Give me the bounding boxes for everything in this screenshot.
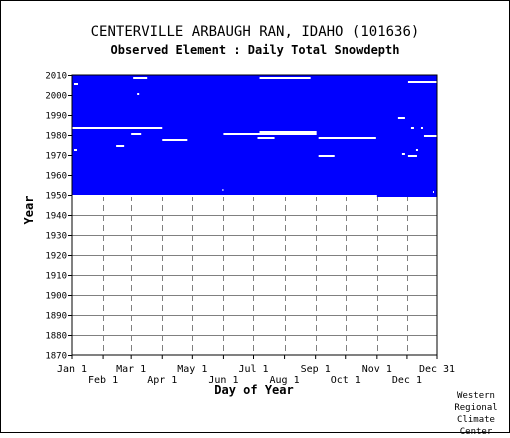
missing-data-gap [397, 117, 405, 119]
x-tick-label: Jun 1 [208, 375, 238, 386]
missing-data-gap [259, 77, 311, 79]
y-tick-label: 1950 [45, 192, 67, 202]
missing-data-gap [401, 153, 405, 155]
x-axis-label: Day of Year [214, 383, 293, 397]
x-tick-label: May 1 [177, 364, 207, 375]
missing-data-gap [432, 191, 434, 193]
x-tick-label: Oct 1 [331, 375, 361, 386]
x-tick-label: Mar 1 [116, 364, 146, 375]
missing-data-gap [318, 137, 376, 139]
missing-data-gap [407, 81, 437, 83]
y-tick-label: 1910 [45, 272, 67, 282]
x-tick-label: Jul 1 [238, 364, 268, 375]
tick-layer: 1870 1880 1890 1900 1910 1920 1930 1940 1950 1960… [45, 72, 455, 387]
y-tick-label: 1920 [45, 252, 67, 262]
y-tick-label: 2010 [45, 72, 67, 82]
data-layer [72, 75, 437, 197]
credit-line: Climate [457, 415, 495, 425]
missing-data-gap [415, 149, 418, 151]
x-tick-label: Dec 1 [392, 375, 422, 386]
x-tick-label: Sep 1 [301, 364, 331, 375]
missing-data-gap [410, 127, 414, 129]
y-tick-label: 1970 [45, 152, 67, 162]
missing-data-gap [72, 195, 377, 197]
credit-line: Regional [454, 403, 498, 413]
x-tick-label: Jan 1 [57, 364, 87, 375]
missing-data-gap [259, 131, 317, 133]
x-tick-label: Apr 1 [147, 375, 177, 386]
page-subtitle: Observed Element : Daily Total Snowdepth [110, 43, 400, 57]
credit-line: Center [459, 427, 493, 437]
missing-data-gap [420, 127, 423, 129]
missing-data-gap [423, 135, 437, 137]
x-tick-label: Aug 1 [270, 375, 300, 386]
missing-data-gap [223, 133, 317, 135]
y-tick-label: 1940 [45, 212, 67, 222]
y-tick-label: 1890 [45, 312, 67, 322]
y-tick-label: 1880 [45, 332, 67, 342]
missing-data-gap [318, 155, 335, 157]
missing-data-gap [133, 77, 148, 79]
credit-block: Western Regional Climate Center [448, 390, 504, 438]
missing-data-gap [407, 155, 417, 157]
missing-data-gap [74, 83, 79, 85]
page-title: CENTERVILLE ARBAUGH RAN, IDAHO (101636) [90, 24, 420, 40]
x-tick-label: Nov 1 [362, 364, 392, 375]
x-tick-label: Dec 31 [419, 364, 455, 375]
missing-data-gap [162, 139, 188, 141]
observed-data-block [72, 75, 437, 197]
y-tick-label: 1990 [45, 112, 67, 122]
y-tick-label: 1870 [45, 352, 67, 362]
y-tick-label: 1960 [45, 172, 67, 182]
missing-data-gap [222, 189, 224, 191]
missing-data-gap [74, 149, 78, 151]
x-tick-label: Feb 1 [88, 375, 118, 386]
missing-data-gap [131, 133, 142, 135]
y-tick-label: 1900 [45, 292, 67, 302]
missing-data-gap [116, 145, 125, 147]
y-tick-label: 1980 [45, 132, 67, 142]
missing-data-gap [137, 93, 140, 95]
y-axis-label: Year [22, 196, 36, 225]
missing-data-gap [257, 137, 275, 139]
missing-data-gap [72, 127, 163, 129]
y-tick-label: 1930 [45, 232, 67, 242]
credit-line: Western [457, 391, 495, 401]
y-tick-label: 2000 [45, 92, 67, 102]
